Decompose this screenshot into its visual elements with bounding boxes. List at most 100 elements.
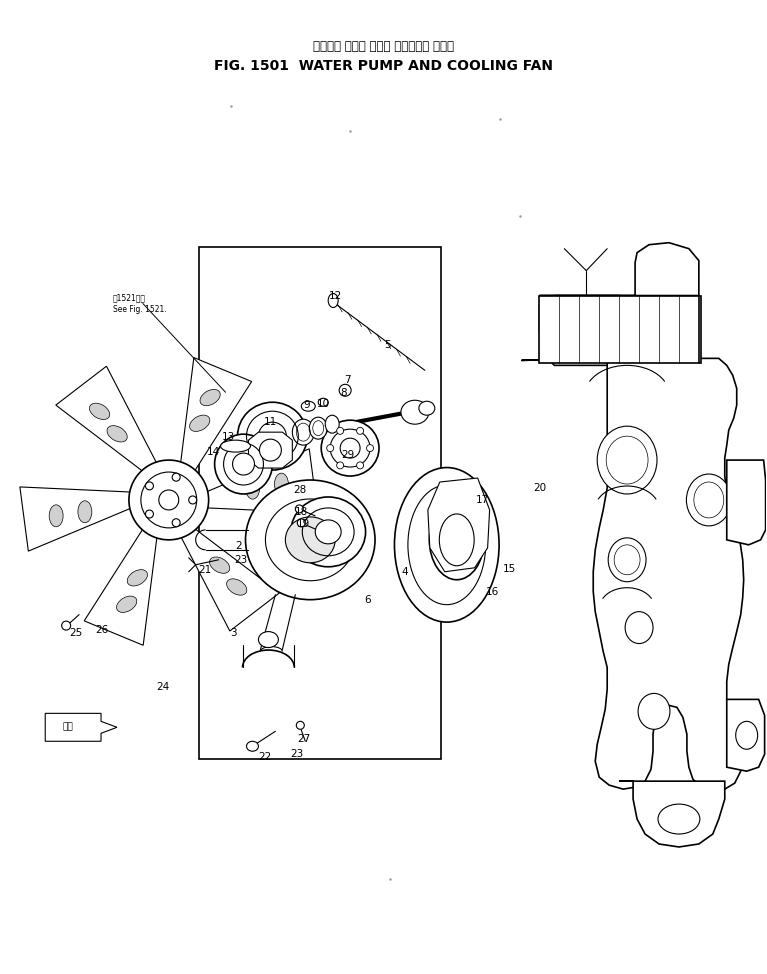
Ellipse shape: [200, 390, 220, 406]
Ellipse shape: [357, 428, 364, 434]
Ellipse shape: [325, 415, 339, 433]
Ellipse shape: [172, 519, 180, 527]
Text: 22: 22: [258, 752, 271, 763]
Ellipse shape: [608, 538, 646, 581]
Polygon shape: [20, 487, 132, 551]
Ellipse shape: [61, 621, 71, 630]
Text: 7: 7: [344, 375, 351, 386]
Text: 28: 28: [294, 485, 307, 495]
Text: ウォータ ポンプ および クーリング ファン: ウォータ ポンプ および クーリング ファン: [312, 40, 453, 53]
Ellipse shape: [419, 401, 435, 415]
Ellipse shape: [638, 693, 670, 730]
Text: 2: 2: [235, 541, 242, 551]
Ellipse shape: [232, 453, 255, 475]
Ellipse shape: [107, 426, 127, 442]
Text: 25: 25: [70, 627, 83, 638]
Ellipse shape: [127, 570, 147, 586]
Ellipse shape: [337, 462, 344, 468]
Polygon shape: [539, 243, 699, 295]
Text: 13: 13: [222, 432, 235, 442]
Polygon shape: [199, 246, 441, 759]
Ellipse shape: [357, 462, 364, 468]
Ellipse shape: [292, 419, 314, 445]
Text: 20: 20: [533, 483, 546, 493]
Text: 19: 19: [297, 519, 310, 529]
Text: 前方: 前方: [63, 723, 74, 731]
Ellipse shape: [327, 444, 334, 452]
Ellipse shape: [394, 468, 499, 622]
Polygon shape: [45, 713, 117, 741]
Ellipse shape: [597, 427, 657, 494]
Ellipse shape: [90, 403, 110, 420]
Ellipse shape: [296, 722, 304, 730]
Polygon shape: [249, 432, 292, 468]
Ellipse shape: [215, 434, 272, 494]
Ellipse shape: [49, 505, 63, 527]
Ellipse shape: [189, 415, 210, 431]
Text: 6: 6: [365, 595, 371, 605]
Ellipse shape: [245, 477, 260, 499]
Ellipse shape: [339, 385, 351, 396]
Ellipse shape: [258, 631, 278, 648]
Ellipse shape: [226, 579, 247, 595]
Ellipse shape: [159, 490, 179, 510]
Text: 16: 16: [486, 586, 499, 597]
Polygon shape: [56, 366, 157, 471]
Text: 27: 27: [298, 734, 311, 744]
Ellipse shape: [146, 482, 153, 490]
Polygon shape: [206, 449, 318, 513]
Bar: [539, 295, 701, 363]
Ellipse shape: [298, 519, 305, 527]
Ellipse shape: [318, 398, 328, 406]
Ellipse shape: [321, 420, 379, 476]
Ellipse shape: [258, 422, 286, 450]
Ellipse shape: [309, 417, 328, 439]
Ellipse shape: [328, 293, 338, 308]
Text: 4: 4: [402, 567, 408, 577]
Polygon shape: [522, 358, 744, 791]
Ellipse shape: [285, 517, 335, 563]
Ellipse shape: [367, 444, 374, 452]
Ellipse shape: [146, 510, 153, 518]
Text: 9: 9: [303, 400, 310, 410]
Ellipse shape: [78, 501, 92, 523]
Text: 24: 24: [156, 683, 170, 693]
Text: 29: 29: [341, 450, 355, 460]
Text: 17: 17: [476, 495, 489, 505]
Ellipse shape: [246, 741, 258, 751]
Text: 8: 8: [340, 389, 347, 398]
Ellipse shape: [401, 400, 429, 425]
Text: 5: 5: [385, 340, 391, 351]
Ellipse shape: [209, 557, 230, 574]
Ellipse shape: [259, 439, 281, 461]
Text: 21: 21: [198, 565, 211, 575]
Text: 18: 18: [295, 506, 308, 517]
Polygon shape: [180, 357, 252, 471]
Ellipse shape: [275, 473, 288, 495]
Ellipse shape: [238, 402, 308, 470]
Polygon shape: [84, 528, 157, 646]
Ellipse shape: [141, 472, 196, 528]
Text: 23: 23: [234, 555, 247, 565]
Polygon shape: [619, 781, 725, 847]
Text: 15: 15: [503, 564, 516, 574]
Ellipse shape: [129, 460, 209, 540]
Text: 14: 14: [207, 447, 220, 457]
Ellipse shape: [117, 596, 137, 613]
Text: 図1521参照
See Fig. 1521.: 図1521参照 See Fig. 1521.: [113, 293, 166, 315]
Polygon shape: [727, 460, 765, 544]
Ellipse shape: [658, 805, 700, 834]
Ellipse shape: [337, 428, 344, 434]
Text: 10: 10: [317, 399, 330, 409]
Ellipse shape: [189, 496, 196, 504]
Ellipse shape: [245, 480, 375, 600]
Text: 26: 26: [95, 624, 109, 635]
Ellipse shape: [736, 722, 758, 749]
Text: FIG. 1501  WATER PUMP AND COOLING FAN: FIG. 1501 WATER PUMP AND COOLING FAN: [213, 59, 552, 73]
Ellipse shape: [686, 474, 731, 526]
Ellipse shape: [291, 497, 366, 567]
Ellipse shape: [221, 440, 251, 452]
Text: 12: 12: [328, 290, 342, 301]
Polygon shape: [180, 528, 279, 631]
Polygon shape: [539, 295, 639, 365]
